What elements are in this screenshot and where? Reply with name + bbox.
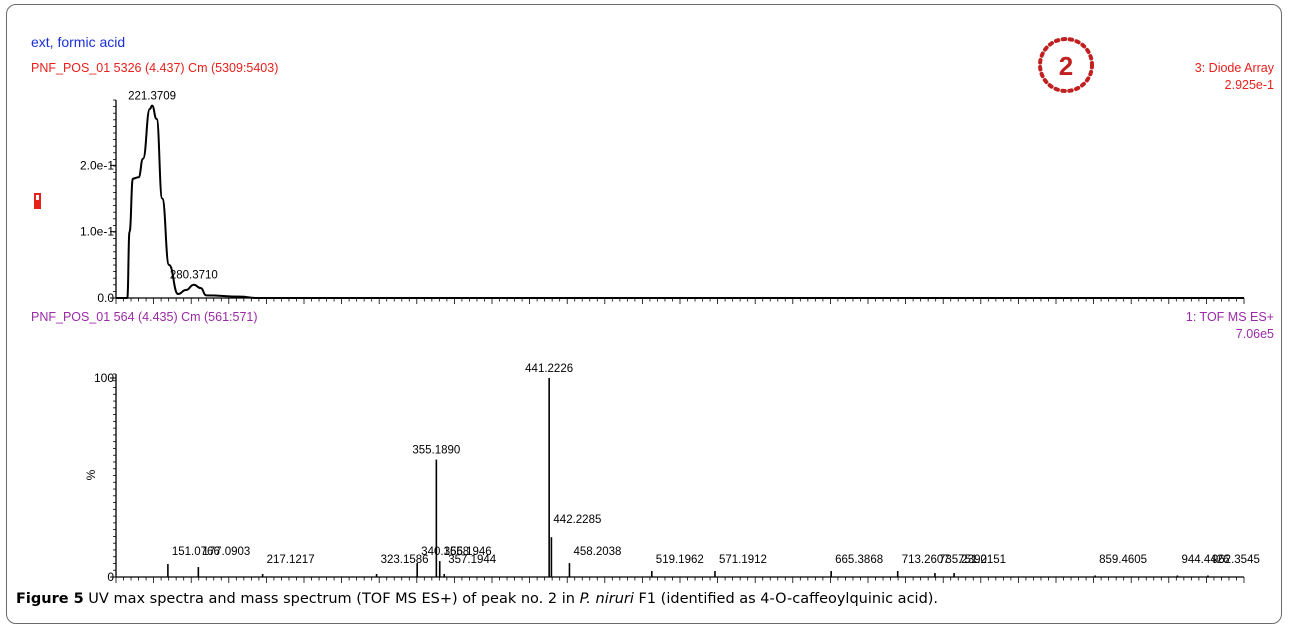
ms-axes: 0 100 bbox=[94, 371, 1245, 584]
ms-peak-label: 713.2607 bbox=[902, 554, 950, 566]
ms-peak-label: 442.2285 bbox=[553, 514, 601, 526]
ms-peak-label: 665.3868 bbox=[835, 554, 883, 566]
uv-peak-label: 221.3709 bbox=[128, 91, 176, 103]
caption-figure-label: Figure 5 bbox=[16, 591, 84, 607]
caption-species: P. niruri bbox=[579, 591, 634, 607]
ms-peak-label: 151.0766 bbox=[172, 546, 220, 558]
uv-detector: 3: Diode Array bbox=[1195, 61, 1275, 75]
uv-marker-icon bbox=[34, 193, 41, 209]
caption-text-after: F1 (identified as 4-O-caffeoylquinic aci… bbox=[633, 591, 939, 607]
ms-peak-label: 323.1586 bbox=[381, 554, 429, 566]
ms-peak-label: 962.3545 bbox=[1212, 554, 1260, 566]
badge-ring bbox=[1038, 37, 1094, 93]
ms-peak-label: 735.2390 bbox=[939, 554, 987, 566]
ms-trace-label: PNF_POS_01 564 (4.435) Cm (561:571) bbox=[31, 310, 258, 324]
ms-peak-label: 177.0903 bbox=[202, 546, 250, 558]
caption-text-before: UV max spectra and mass spectrum (TOF MS… bbox=[83, 591, 580, 607]
ms-intensity: 7.06e5 bbox=[1236, 327, 1274, 341]
ms-peak-label: 217.1217 bbox=[267, 554, 315, 566]
uv-y-tick-label: 0.0 bbox=[97, 291, 114, 305]
ms-peak-label: 458.2038 bbox=[573, 546, 621, 558]
uv-y-tick-label: 1.0e-1 bbox=[80, 225, 114, 239]
ms-peak-label: 441.2226 bbox=[525, 363, 573, 375]
uv-spectrum-line bbox=[115, 104, 1244, 299]
ms-peak-label: 859.4605 bbox=[1099, 554, 1147, 566]
uv-header-title: ext, formic acid bbox=[31, 34, 125, 50]
ms-y-tick-label: 100 bbox=[94, 371, 114, 385]
ms-detector: 1: TOF MS ES+ bbox=[1186, 310, 1274, 324]
badge: 2 bbox=[1038, 37, 1094, 93]
ms-peak-label: 751.2151 bbox=[958, 554, 1006, 566]
ms-peak-label: 355.1890 bbox=[412, 445, 460, 457]
uv-peak-label: 280.3710 bbox=[170, 270, 218, 282]
uv-peak-labels: 221.3709 280.3710 bbox=[128, 91, 218, 282]
ms-peak-label: 519.1962 bbox=[656, 554, 704, 566]
uv-axes: 0.0 1.0e-1 2.0e-1 bbox=[80, 99, 1245, 305]
ms-peak-label: 944.4426 bbox=[1181, 554, 1229, 566]
ms-y-tick-label: 0 bbox=[107, 570, 114, 584]
badge-number: 2 bbox=[1059, 51, 1073, 81]
figure-caption: Figure 5 UV max spectra and mass spectru… bbox=[16, 591, 938, 607]
uv-y-tick-label: 2.0e-1 bbox=[80, 158, 114, 172]
ms-peak-label: 357.1944 bbox=[448, 554, 497, 566]
uv-intensity: 2.925e-1 bbox=[1225, 78, 1274, 92]
uv-trace-label: PNF_POS_01 5326 (4.437) Cm (5309:5403) bbox=[31, 61, 278, 75]
figure-frame bbox=[6, 4, 1282, 624]
ms-ylabel: % bbox=[84, 469, 98, 480]
ms-peak-label: 340.1658 bbox=[421, 546, 469, 558]
ms-peak-label: 571.1912 bbox=[719, 554, 767, 566]
ms-peak-label: 356.1946 bbox=[444, 546, 492, 558]
